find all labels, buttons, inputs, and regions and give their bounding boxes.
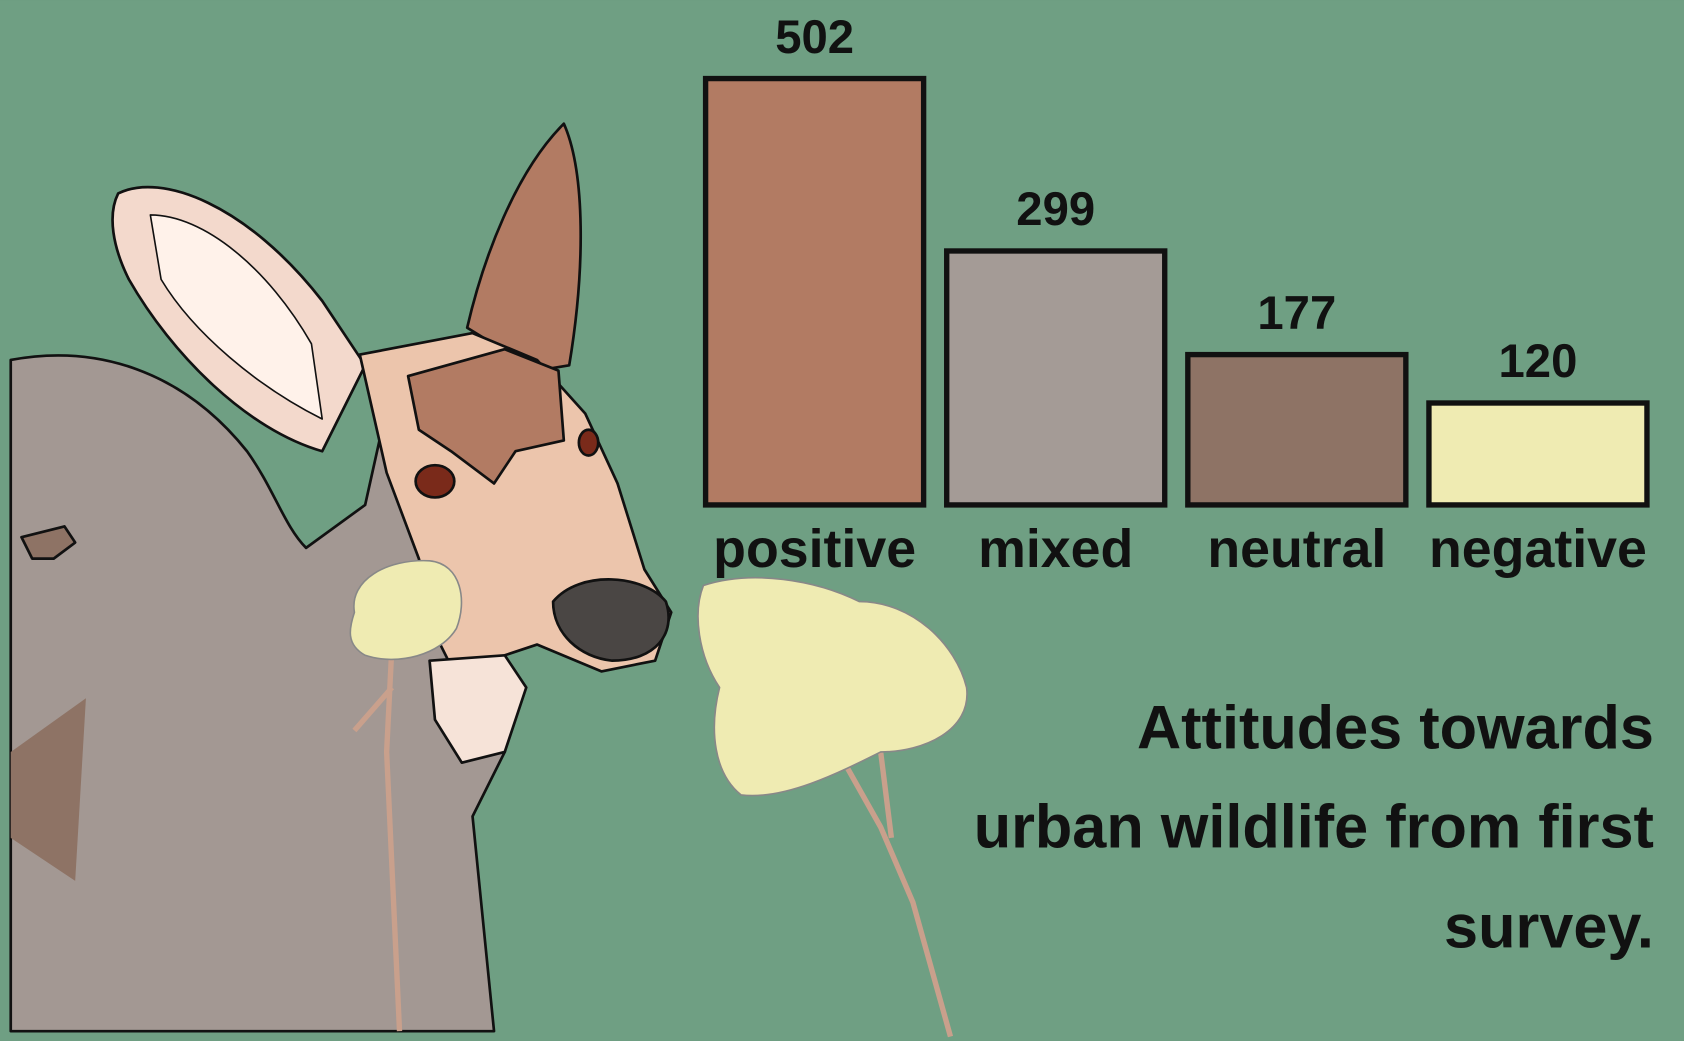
deer-ear-left-inner — [149, 214, 323, 420]
deer-throat — [428, 653, 528, 765]
title-box: Attitudes towards urban wildlife from fi… — [973, 693, 1654, 961]
value-label: 120 — [1499, 335, 1578, 388]
chart-title: Attitudes towards urban wildlife from fi… — [973, 693, 1654, 961]
deer-forehead — [406, 347, 566, 485]
deer — [9, 122, 673, 1033]
flowers — [349, 559, 968, 797]
x-tick-label: mixed — [978, 519, 1133, 579]
deer-eye — [414, 463, 456, 499]
x-tick-label: negative — [1429, 519, 1647, 579]
deer-body — [9, 354, 507, 1033]
value-label: 502 — [775, 11, 854, 64]
bar — [1185, 351, 1409, 508]
deer-spot — [20, 525, 77, 560]
bar — [944, 248, 1168, 508]
flower-stems — [352, 644, 954, 1038]
value-label: 177 — [1257, 287, 1336, 340]
deer-shadow — [10, 698, 86, 881]
deer-nose — [551, 578, 670, 662]
deer-eye — [577, 428, 600, 457]
bar — [702, 75, 927, 508]
flower — [349, 559, 463, 661]
bar — [1426, 400, 1650, 508]
x-tick-label: neutral — [1207, 519, 1386, 579]
x-tick-label: positive — [713, 519, 916, 579]
value-label: 299 — [1016, 183, 1095, 236]
flower — [697, 576, 968, 797]
